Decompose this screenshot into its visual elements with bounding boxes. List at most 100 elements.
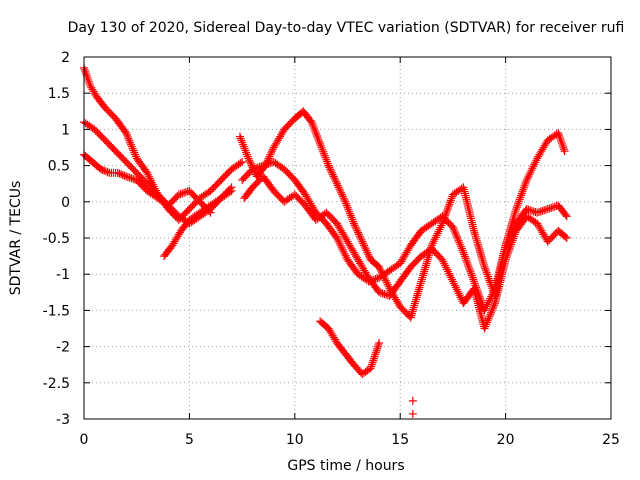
track-5-point (519, 183, 528, 192)
track-5-point (327, 167, 336, 176)
track-5-point (559, 143, 568, 152)
track-5-point (528, 164, 537, 173)
track-5-point (320, 151, 329, 160)
y-tick-label: -0.5 (43, 231, 70, 247)
track-8-point (369, 354, 378, 363)
track-3-point (180, 188, 189, 197)
track-5-point (559, 145, 568, 154)
track-7-point (487, 308, 496, 317)
track-6-point (526, 206, 535, 215)
track-1-point (127, 140, 136, 149)
track-1-point (129, 146, 138, 155)
track-7-point (444, 267, 453, 276)
track-3-point (113, 168, 122, 177)
track-7-point (375, 288, 384, 297)
track-1-point (125, 136, 134, 145)
track-7-point (441, 261, 450, 270)
y-tick-label: 1.5 (48, 86, 70, 102)
track-5-point (361, 244, 370, 253)
track-5-point (442, 207, 451, 216)
track-5-point (516, 193, 525, 202)
track-7-point (453, 287, 462, 296)
track-6-point (338, 245, 347, 254)
track-5-point (243, 152, 252, 161)
track-5-point (328, 170, 337, 179)
track-5-point (521, 178, 530, 187)
track-5-point (239, 140, 248, 149)
track-5-point (555, 133, 564, 142)
track-5-point (338, 192, 347, 201)
track-5-point (519, 185, 528, 194)
track-5-point (333, 181, 342, 190)
track-5-point (338, 190, 347, 199)
track-7-point (484, 314, 493, 323)
track-1-point (123, 132, 132, 141)
track-6-point (267, 158, 276, 167)
track-5-point (554, 129, 563, 138)
track-7-point (456, 293, 465, 302)
track-5-point (514, 199, 523, 208)
track-5-point (342, 201, 351, 210)
track-8-point (373, 344, 382, 353)
track-5-point (336, 186, 345, 195)
track-6-point (465, 265, 474, 274)
track-3-point (103, 168, 112, 177)
track-6-point (482, 302, 491, 311)
track-8-point (368, 358, 377, 367)
track-1-point (80, 65, 89, 74)
track-6-point (480, 306, 489, 315)
track-6-point (529, 207, 538, 216)
track-5-point (365, 252, 374, 261)
track-5-point (314, 135, 323, 144)
track-5-point (236, 134, 245, 143)
track-6-point (448, 223, 457, 232)
track-5-point (337, 188, 346, 197)
track-5-point (432, 231, 441, 240)
track-5-point (523, 174, 532, 183)
track-7-point (509, 234, 518, 243)
track-5-point (530, 160, 539, 169)
track-5-point (340, 195, 349, 204)
track-5-point (334, 183, 343, 192)
track-7-point (480, 324, 489, 333)
track-5-point (429, 237, 438, 246)
track-8-point (375, 338, 384, 347)
track-8-point (370, 352, 379, 361)
track-5-point (351, 223, 360, 232)
track-6-point (484, 298, 493, 307)
track-7-point (505, 244, 514, 253)
track-5-point (435, 225, 444, 234)
track-5-point (434, 227, 443, 236)
track-1-point (85, 79, 94, 88)
track-5-point (342, 199, 351, 208)
track-5-point (317, 143, 326, 152)
track-5-point (339, 194, 348, 203)
track-6-point (333, 235, 342, 244)
track-1-point (83, 73, 92, 82)
track-6-point (340, 249, 349, 258)
track-5-point (316, 141, 325, 150)
track-4-point (226, 184, 235, 193)
track-6-point (465, 263, 474, 272)
track-7-point (561, 232, 570, 241)
track-5-point (242, 150, 251, 159)
track-5-point (363, 248, 372, 257)
y-tick-label: 2 (61, 50, 70, 66)
track-5-point (531, 158, 540, 167)
x-axis-label: GPS time / hours (287, 458, 404, 474)
track-6-point (339, 247, 348, 256)
track-6-point (464, 261, 473, 270)
track-5-point (319, 149, 328, 158)
track-5-point (557, 139, 566, 148)
track-1-point (145, 172, 154, 181)
x-tick-label: 5 (185, 432, 194, 448)
track-7-point (447, 275, 456, 284)
track-6-point (336, 241, 345, 250)
track-3-point (176, 189, 185, 198)
track-5-point (307, 118, 316, 127)
track-5-point (352, 224, 361, 233)
track-5-point (321, 153, 330, 162)
track-7-point (508, 236, 517, 245)
track-7-point (376, 288, 385, 297)
track-5-point (527, 166, 536, 175)
